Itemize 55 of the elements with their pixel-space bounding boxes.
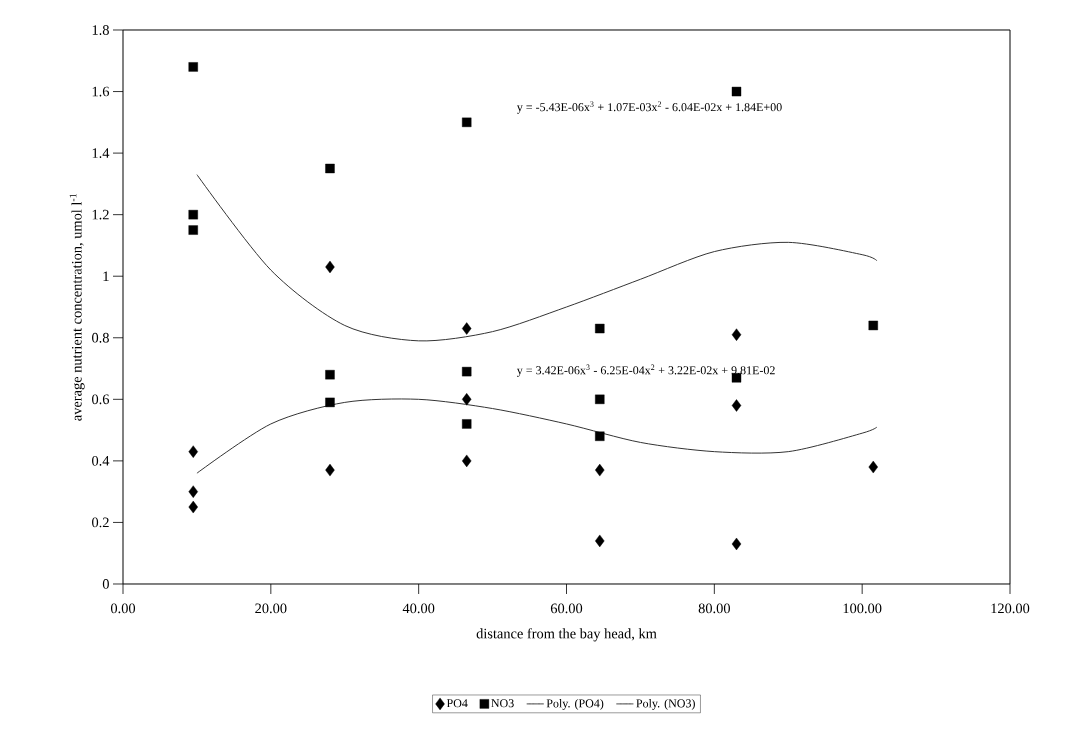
point xyxy=(462,322,472,335)
point xyxy=(595,463,605,477)
y-tick-label: 0 xyxy=(102,579,109,589)
point xyxy=(462,419,472,429)
point xyxy=(188,445,198,458)
point xyxy=(731,86,742,97)
y-tick-label: 0.6 xyxy=(92,394,110,405)
y-tick-label: 1.2 xyxy=(92,209,109,220)
point xyxy=(325,370,335,380)
point xyxy=(731,399,742,412)
annotation: y = -5.43E-06x$^{3}$ + 1.07E-03x$^{2}$ - 6.04E-02x + 1.84E+00 xyxy=(516,101,782,114)
x-tick-label: 120.00 xyxy=(991,603,1030,614)
y-axis-title: average nutrient concentration, umol l$^{-1}$ xyxy=(69,193,85,421)
point xyxy=(188,62,198,72)
point xyxy=(462,454,472,468)
point xyxy=(462,393,472,406)
point xyxy=(325,397,335,408)
y-tick-label: 0.4 xyxy=(92,455,110,466)
point xyxy=(595,394,605,405)
point xyxy=(188,485,198,498)
line-series xyxy=(196,398,878,474)
point xyxy=(595,534,605,548)
x-axis-title: distance from the bay head, km xyxy=(476,628,657,642)
x-tick-label: 20.00 xyxy=(255,603,287,614)
point xyxy=(188,209,198,220)
legend-label: NO3 xyxy=(491,699,514,708)
point xyxy=(731,537,742,551)
point xyxy=(188,500,198,514)
point xyxy=(868,460,878,474)
y-tick-label: 1.8 xyxy=(92,25,109,35)
point xyxy=(325,260,335,274)
legend-label: PO4 xyxy=(446,699,468,708)
x-tick-label: 80.00 xyxy=(698,603,730,614)
annotation: y = 3.42E-06x$^{3}$ - 6.25E-04x$^{2}$ + 3.22E-02x + 9.81E-02 xyxy=(516,364,775,377)
point xyxy=(868,320,878,331)
legend-label: Poly. (NO3) xyxy=(636,698,695,710)
line-series xyxy=(196,174,878,342)
point xyxy=(462,117,472,128)
point xyxy=(325,163,335,174)
x-tick-label: 0.00 xyxy=(110,603,136,614)
point xyxy=(731,328,742,341)
y-tick-label: 1.6 xyxy=(92,86,110,97)
point xyxy=(595,323,605,334)
x-tick-label: 60.00 xyxy=(550,603,583,614)
x-tick-label: 100.00 xyxy=(843,603,882,614)
point xyxy=(595,431,605,441)
point xyxy=(462,366,472,377)
x-tick-label: 40.00 xyxy=(402,603,435,614)
y-tick-label: 1.4 xyxy=(92,148,110,158)
legend-label: Poly. (PO4) xyxy=(546,698,604,710)
y-tick-label: 1 xyxy=(103,271,109,281)
point xyxy=(325,463,335,477)
point xyxy=(188,225,198,235)
y-tick-label: 0.8 xyxy=(92,332,109,343)
y-tick-label: 0.2 xyxy=(92,517,109,528)
